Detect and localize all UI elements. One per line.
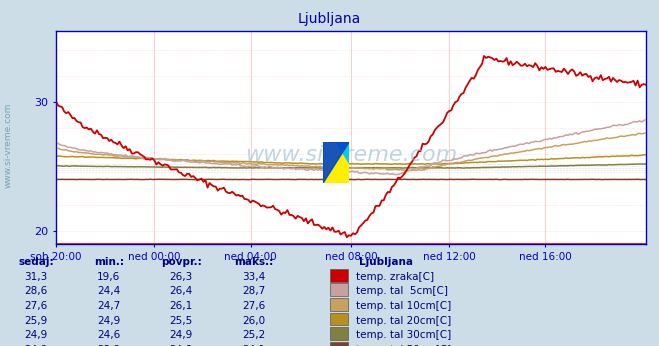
Text: 26,1: 26,1 xyxy=(169,301,193,311)
Text: 23,9: 23,9 xyxy=(97,345,121,346)
Text: 24,6: 24,6 xyxy=(97,330,121,340)
FancyBboxPatch shape xyxy=(330,327,348,340)
Text: 24,0: 24,0 xyxy=(169,345,193,346)
Text: 25,9: 25,9 xyxy=(24,316,48,326)
Text: www.si-vreme.com: www.si-vreme.com xyxy=(3,103,13,188)
Text: 28,6: 28,6 xyxy=(24,286,48,297)
FancyBboxPatch shape xyxy=(330,298,348,311)
Text: Ljubljana: Ljubljana xyxy=(298,12,361,26)
Text: 27,6: 27,6 xyxy=(242,301,266,311)
Text: 24,9: 24,9 xyxy=(24,330,48,340)
Text: 24,4: 24,4 xyxy=(97,286,121,297)
Polygon shape xyxy=(336,142,349,163)
Text: 25,2: 25,2 xyxy=(242,330,266,340)
Text: 31,3: 31,3 xyxy=(24,272,48,282)
Text: Ljubljana: Ljubljana xyxy=(359,257,413,267)
Text: temp. tal 50cm[C]: temp. tal 50cm[C] xyxy=(356,345,451,346)
Text: temp. tal 30cm[C]: temp. tal 30cm[C] xyxy=(356,330,451,340)
Text: www.si-vreme.com: www.si-vreme.com xyxy=(244,145,457,165)
Text: 25,5: 25,5 xyxy=(169,316,193,326)
Text: sedaj:: sedaj: xyxy=(18,257,54,267)
Text: 24,0: 24,0 xyxy=(24,345,48,346)
Text: temp. tal  5cm[C]: temp. tal 5cm[C] xyxy=(356,286,448,297)
Polygon shape xyxy=(323,142,349,183)
Text: temp. tal 10cm[C]: temp. tal 10cm[C] xyxy=(356,301,451,311)
Text: temp. tal 20cm[C]: temp. tal 20cm[C] xyxy=(356,316,451,326)
Text: 26,3: 26,3 xyxy=(169,272,193,282)
Text: 28,7: 28,7 xyxy=(242,286,266,297)
Text: 33,4: 33,4 xyxy=(242,272,266,282)
FancyBboxPatch shape xyxy=(330,342,348,346)
FancyBboxPatch shape xyxy=(330,283,348,296)
Text: min.:: min.: xyxy=(94,257,124,267)
Text: 26,4: 26,4 xyxy=(169,286,193,297)
Text: 19,6: 19,6 xyxy=(97,272,121,282)
Text: 24,9: 24,9 xyxy=(169,330,193,340)
FancyBboxPatch shape xyxy=(330,313,348,326)
Text: povpr.:: povpr.: xyxy=(161,257,202,267)
Text: 27,6: 27,6 xyxy=(24,301,48,311)
Text: 26,0: 26,0 xyxy=(242,316,266,326)
Text: 24,9: 24,9 xyxy=(97,316,121,326)
Text: 24,1: 24,1 xyxy=(242,345,266,346)
Text: 24,7: 24,7 xyxy=(97,301,121,311)
Text: temp. zraka[C]: temp. zraka[C] xyxy=(356,272,434,282)
FancyBboxPatch shape xyxy=(330,269,348,282)
Text: maks.:: maks.: xyxy=(234,257,273,267)
